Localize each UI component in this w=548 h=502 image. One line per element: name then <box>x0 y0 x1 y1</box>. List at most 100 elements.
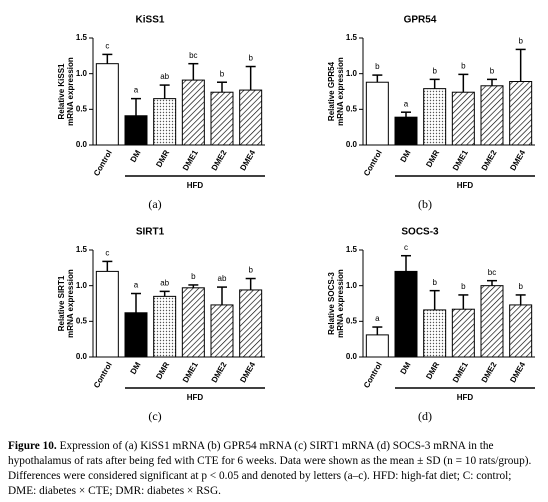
x-tick-label: DME2 <box>480 148 499 172</box>
chart-title: SIRT1 <box>136 227 165 238</box>
x-tick-label: Control <box>92 149 114 178</box>
bar <box>394 270 418 358</box>
significance-letter: b <box>518 282 523 291</box>
y-tick-label: 1.5 <box>346 33 358 42</box>
x-tick-label: DME1 <box>181 148 200 172</box>
significance-letter: a <box>404 99 409 108</box>
bar <box>124 115 148 146</box>
x-tick-label: DME2 <box>210 360 229 384</box>
significance-letter: b <box>432 66 437 75</box>
bar <box>394 116 418 146</box>
x-tick-label: DME4 <box>238 148 257 172</box>
panel-label: (c) <box>148 409 161 423</box>
y-tick-label: 1.0 <box>346 69 358 78</box>
y-axis-label: mRNA expression <box>66 269 75 338</box>
y-axis-label: Relative SOCS-3 <box>327 272 336 335</box>
caption-text: Expression of (a) KiSS1 mRNA (b) GPR54 m… <box>8 440 532 497</box>
y-tick-label: 0.5 <box>346 104 358 113</box>
bar <box>423 309 447 358</box>
x-tick-label: DME1 <box>451 148 470 172</box>
bar <box>451 91 475 146</box>
bar <box>423 88 447 146</box>
y-tick-label: 0.0 <box>346 352 358 361</box>
significance-letter: a <box>134 86 139 95</box>
significance-letter: b <box>461 282 466 291</box>
x-tick-label: Control <box>92 361 114 390</box>
significance-letter: b <box>375 62 380 71</box>
chart-title: GPR54 <box>404 15 437 26</box>
significance-letter: b <box>461 61 466 70</box>
bar <box>210 91 234 146</box>
significance-letter: b <box>220 69 225 78</box>
bar <box>181 79 205 146</box>
x-tick-label: DME1 <box>181 360 200 384</box>
significance-letter: c <box>105 249 109 258</box>
bar <box>480 285 504 358</box>
bar <box>181 287 205 358</box>
panel-label: (a) <box>148 197 161 211</box>
significance-letter: b <box>432 278 437 287</box>
bar <box>210 304 234 358</box>
x-tick-label: Control <box>362 361 384 390</box>
x-tick-label: DME2 <box>480 360 499 384</box>
x-tick-label: DM <box>129 148 143 164</box>
y-axis-label: mRNA expression <box>66 57 75 126</box>
x-tick-label: DMR <box>424 360 441 380</box>
y-axis-label: mRNA expression <box>336 269 345 338</box>
significance-letter: ab <box>160 72 169 81</box>
x-tick-label: DMR <box>154 148 171 168</box>
bar <box>509 304 533 358</box>
x-tick-label: DM <box>399 148 413 164</box>
group-label: HFD <box>187 393 204 402</box>
bar <box>509 81 533 146</box>
significance-letter: ab <box>218 274 227 283</box>
y-tick-label: 1.0 <box>76 281 88 290</box>
y-tick-label: 0.5 <box>346 316 358 325</box>
significance-letter: c <box>105 42 109 51</box>
x-tick-label: DM <box>129 360 143 376</box>
y-tick-label: 1.0 <box>346 281 358 290</box>
significance-letter: a <box>375 314 380 323</box>
significance-letter: ab <box>160 278 169 287</box>
y-tick-label: 0.0 <box>76 140 88 149</box>
x-tick-label: Control <box>362 149 384 178</box>
x-tick-label: DMR <box>154 360 171 380</box>
y-tick-label: 0.5 <box>76 104 88 113</box>
bar <box>124 312 148 358</box>
x-tick-label: DME4 <box>238 360 257 384</box>
y-tick-label: 0.5 <box>76 316 88 325</box>
y-tick-label: 1.5 <box>346 245 358 254</box>
bar <box>239 289 263 358</box>
y-tick-label: 1.5 <box>76 33 88 42</box>
panel-label: (b) <box>418 197 432 211</box>
bar <box>153 295 177 358</box>
panel-label: (d) <box>418 409 432 423</box>
chart-title: KiSS1 <box>136 15 165 26</box>
y-axis-label: Relative KiSS1 <box>57 63 66 120</box>
x-tick-label: DME4 <box>508 360 527 384</box>
bar <box>95 270 119 358</box>
significance-letter: b <box>490 66 495 75</box>
x-tick-label: DME2 <box>210 148 229 172</box>
significance-letter: bc <box>488 268 496 277</box>
significance-letter: b <box>248 54 253 63</box>
y-tick-label: 1.0 <box>76 69 88 78</box>
y-axis-label: mRNA expression <box>336 57 345 126</box>
significance-letter: b <box>248 266 253 275</box>
significance-letter: a <box>134 281 139 290</box>
y-axis-label: Relative SIRT1 <box>57 275 66 331</box>
x-tick-label: DMR <box>424 148 441 168</box>
group-label: HFD <box>457 181 474 190</box>
bar <box>365 334 389 358</box>
bar <box>95 63 119 146</box>
significance-letter: c <box>404 243 408 252</box>
significance-letter: bc <box>189 51 197 60</box>
significance-letter: b <box>191 272 196 281</box>
bar <box>480 85 504 146</box>
chart-title: SOCS-3 <box>401 227 439 238</box>
y-tick-label: 0.0 <box>346 140 358 149</box>
x-tick-label: DME1 <box>451 360 470 384</box>
x-tick-label: DM <box>399 360 413 376</box>
